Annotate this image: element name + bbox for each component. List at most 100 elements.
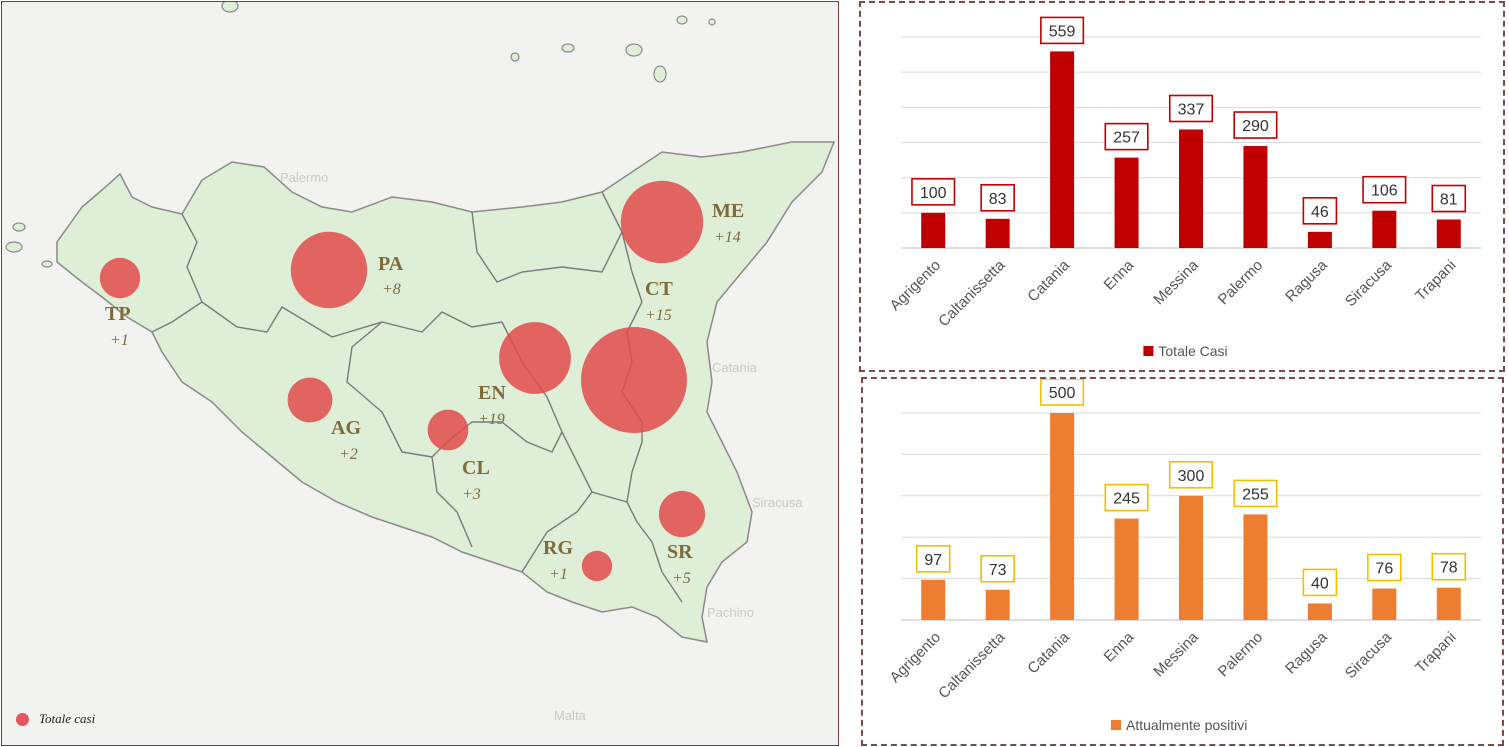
data-label-box bbox=[1040, 16, 1085, 45]
map-legend: Totale casi bbox=[16, 711, 95, 727]
province-code-en: EN bbox=[478, 382, 506, 404]
bubble-siracusa bbox=[658, 490, 706, 538]
province-increment-tp: +1 bbox=[110, 332, 129, 349]
tick-label-trapani: Trapani bbox=[1412, 257, 1460, 305]
data-label-box bbox=[1104, 122, 1149, 151]
data-label-caltanissetta: 83 bbox=[989, 191, 1007, 208]
data-label-box bbox=[980, 554, 1015, 583]
case-bubbles bbox=[99, 180, 706, 582]
bar-siracusa bbox=[1372, 588, 1397, 620]
tick-label-siracusa: Siracusa bbox=[1342, 256, 1396, 310]
legend-dot-icon bbox=[16, 712, 29, 726]
data-label-box bbox=[980, 184, 1015, 212]
province-code-tp: TP bbox=[105, 303, 131, 325]
city-label-malta: Malta bbox=[554, 708, 587, 723]
bubble-trapani bbox=[99, 257, 141, 299]
tick-label-palermo: Palermo bbox=[1215, 629, 1267, 681]
bubble-catania bbox=[581, 327, 687, 433]
data-label-caltanissetta: 73 bbox=[989, 562, 1007, 579]
tick-label-catania: Catania bbox=[1024, 256, 1073, 305]
tick-label-caltanissetta: Caltanissetta bbox=[935, 256, 1009, 330]
province-code-pa: PA bbox=[378, 253, 404, 275]
data-label-agrigento: 100 bbox=[920, 185, 947, 202]
tick-label-enna: Enna bbox=[1101, 256, 1138, 293]
province-code-rg: RG bbox=[543, 537, 573, 559]
minor-islands bbox=[5, 2, 716, 268]
data-label-siracusa: 76 bbox=[1375, 561, 1393, 578]
data-label-catania: 559 bbox=[1049, 23, 1076, 40]
bar-caltanissetta bbox=[985, 218, 1010, 248]
data-label-box bbox=[1431, 552, 1467, 581]
bar-enna bbox=[1114, 157, 1139, 248]
bubble-agrigento bbox=[287, 377, 333, 423]
data-label-trapani: 81 bbox=[1440, 192, 1458, 209]
data-label-enna: 245 bbox=[1113, 491, 1140, 508]
data-label-ragusa: 40 bbox=[1311, 575, 1329, 592]
data-label-box bbox=[1104, 483, 1149, 512]
legend-label: Totale Casi bbox=[1158, 343, 1227, 359]
bubble-messina bbox=[620, 180, 704, 264]
province-code-cl: CL bbox=[462, 457, 490, 479]
data-label-box bbox=[1431, 184, 1467, 213]
bar-siracusa bbox=[1372, 210, 1397, 248]
city-label-catania: Catania bbox=[712, 360, 758, 375]
province-increment-cl: +3 bbox=[462, 486, 481, 503]
bar-catania bbox=[1050, 51, 1075, 248]
data-label-ragusa: 46 bbox=[1311, 204, 1329, 221]
bar-trapani bbox=[1436, 219, 1461, 248]
sicily-map: Palermo Catania Siracusa Malta Pachino T… bbox=[5, 2, 836, 723]
province-code-ag: AG bbox=[331, 417, 361, 439]
bubble-caltanissetta bbox=[427, 409, 469, 451]
tick-label-messina: Messina bbox=[1150, 628, 1202, 680]
sicily-land bbox=[56, 141, 836, 643]
bar-ragusa bbox=[1307, 603, 1332, 620]
province-increment-ag: +2 bbox=[339, 446, 358, 463]
tick-label-agrigento: Agrigento bbox=[887, 629, 944, 686]
data-label-box bbox=[1362, 175, 1407, 204]
tick-label-agrigento: Agrigento bbox=[887, 257, 944, 314]
province-increment-rg: +1 bbox=[549, 566, 568, 583]
chart-totale-casi-svg: 100 Agrigento 83 Caltanissetta 559 Catania 257… bbox=[887, 16, 1481, 359]
province-code-ct: CT bbox=[645, 278, 673, 300]
bar-trapani bbox=[1436, 587, 1461, 620]
data-label-box bbox=[1040, 379, 1085, 406]
tick-label-caltanissetta: Caltanissetta bbox=[935, 628, 1009, 702]
bar-palermo bbox=[1243, 514, 1268, 620]
chart-legend: Totale Casi bbox=[1143, 343, 1228, 359]
province-code-sr: SR bbox=[667, 541, 693, 563]
bubble-ragusa bbox=[581, 550, 613, 582]
data-label-siracusa: 106 bbox=[1371, 183, 1398, 200]
data-label-box bbox=[915, 545, 951, 573]
bubble-enna bbox=[499, 322, 571, 394]
province-increment-sr: +5 bbox=[672, 570, 691, 587]
tick-label-catania: Catania bbox=[1024, 628, 1073, 677]
tick-label-siracusa: Siracusa bbox=[1342, 628, 1396, 682]
bar-agrigento bbox=[921, 579, 946, 620]
bar-palermo bbox=[1243, 146, 1268, 248]
data-label-enna: 257 bbox=[1113, 130, 1140, 147]
data-label-box bbox=[1302, 197, 1338, 225]
sicily-map-panel: Palermo Catania Siracusa Malta Pachino T… bbox=[1, 1, 839, 746]
chart-totale-casi: 100 Agrigento 83 Caltanissetta 559 Catania 257… bbox=[859, 1, 1505, 372]
map-legend-label: Totale casi bbox=[39, 711, 96, 726]
tick-label-palermo: Palermo bbox=[1215, 257, 1267, 309]
data-label-catania: 500 bbox=[1049, 385, 1076, 402]
tick-label-ragusa: Ragusa bbox=[1282, 256, 1331, 305]
legend-label: Attualmente positivi bbox=[1126, 717, 1247, 733]
province-increment-ct: +15 bbox=[645, 307, 672, 324]
city-label-pachino: Pachino bbox=[707, 605, 754, 620]
chart-legend: Attualmente positivi bbox=[1111, 717, 1247, 733]
tick-label-trapani: Trapani bbox=[1412, 629, 1460, 677]
data-label-messina: 300 bbox=[1178, 468, 1205, 485]
data-label-box bbox=[1367, 553, 1402, 582]
data-label-agrigento: 97 bbox=[924, 552, 942, 569]
province-increment-pa: +8 bbox=[382, 281, 401, 298]
legend-swatch bbox=[1111, 720, 1121, 730]
province-increment-me: +14 bbox=[714, 229, 741, 246]
data-label-box bbox=[1302, 568, 1338, 597]
bar-agrigento bbox=[921, 212, 946, 248]
chart-attualmente-positivi: 97 Agrigento 73 Caltanissetta 500 Catania 245 E… bbox=[861, 377, 1504, 746]
province-increment-en: +19 bbox=[478, 411, 505, 428]
tick-label-ragusa: Ragusa bbox=[1282, 628, 1331, 677]
bar-messina bbox=[1179, 495, 1203, 620]
